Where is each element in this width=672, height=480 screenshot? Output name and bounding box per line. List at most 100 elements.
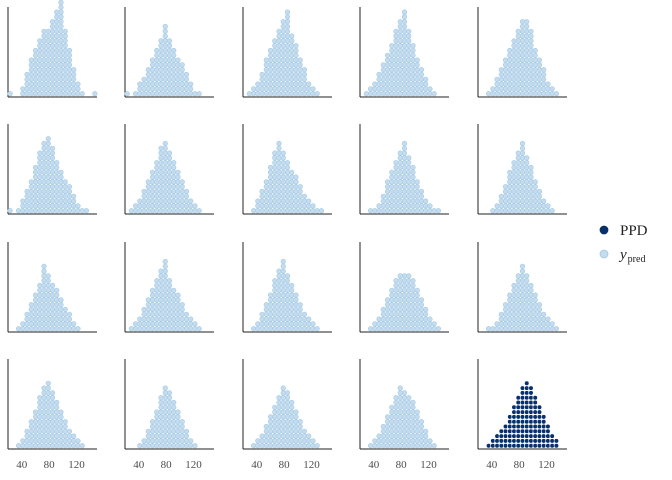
dot [154, 47, 160, 54]
dot [515, 71, 521, 78]
dot [54, 316, 60, 322]
dot [37, 164, 43, 171]
dot [528, 433, 534, 439]
dot [389, 414, 395, 420]
dot [166, 174, 173, 180]
dot [66, 316, 73, 322]
dot [37, 86, 43, 92]
dot [549, 86, 555, 92]
dot [532, 297, 538, 303]
dot [515, 81, 521, 87]
dot [507, 81, 513, 87]
dot [158, 203, 164, 209]
dot [494, 76, 500, 82]
dot [41, 47, 47, 54]
dot [41, 311, 47, 317]
dot [289, 433, 295, 439]
dot [284, 321, 291, 327]
dot [58, 184, 64, 190]
dot [58, 419, 64, 425]
dot [32, 438, 39, 444]
dot [41, 43, 47, 49]
dot [37, 67, 43, 73]
dot [54, 326, 60, 332]
dot [158, 67, 164, 73]
dot [532, 311, 538, 317]
dot [145, 297, 151, 303]
dot [406, 43, 412, 49]
dot [28, 302, 34, 308]
dot [276, 47, 282, 54]
dot [166, 198, 173, 204]
dot [154, 193, 160, 199]
dot [507, 188, 513, 195]
dot [418, 71, 425, 78]
dot [137, 81, 143, 87]
dot [158, 395, 164, 401]
dot [524, 174, 530, 180]
dot [276, 28, 282, 34]
dot [166, 76, 173, 82]
dot [162, 399, 168, 406]
dot [179, 208, 185, 214]
dot [24, 86, 30, 92]
dot [511, 203, 517, 209]
dot [380, 81, 386, 87]
dot [314, 208, 320, 214]
dot [389, 287, 395, 293]
dot [276, 278, 282, 284]
dot [397, 23, 403, 30]
dot [524, 292, 530, 298]
dot [162, 321, 168, 327]
dot [536, 81, 543, 87]
dot [149, 438, 156, 444]
dot [376, 76, 382, 82]
dot [276, 395, 282, 401]
dot [75, 443, 81, 449]
dot [532, 423, 538, 430]
dot [401, 311, 408, 317]
dot [414, 428, 420, 434]
dot [276, 433, 282, 439]
dot [410, 292, 416, 298]
dot [524, 67, 530, 73]
dot [393, 438, 399, 444]
dot [272, 433, 278, 439]
dot [41, 390, 47, 396]
dot [166, 57, 173, 63]
dot [380, 208, 386, 214]
dot [272, 409, 278, 415]
dot [528, 47, 534, 54]
dot [297, 81, 303, 87]
dot [280, 19, 286, 25]
dot [154, 71, 160, 78]
dot [32, 76, 39, 82]
dot [306, 198, 312, 204]
dot [62, 193, 68, 199]
dot [49, 404, 56, 410]
dot [32, 326, 39, 332]
dot [171, 208, 177, 214]
dot [528, 385, 534, 391]
dot [289, 33, 295, 39]
dot [45, 38, 51, 44]
dot [62, 28, 68, 34]
dot [45, 433, 51, 439]
dot [393, 33, 399, 39]
dot [192, 321, 198, 327]
dot [166, 399, 173, 406]
dot [45, 385, 51, 391]
dot [532, 62, 538, 68]
dot [280, 28, 286, 34]
dot [158, 184, 164, 190]
dot [284, 316, 291, 322]
dot [280, 316, 286, 322]
dot [293, 203, 299, 209]
dot [418, 86, 425, 92]
dot [267, 86, 274, 92]
dot [524, 302, 530, 308]
legend-key-ppd [599, 225, 609, 235]
dot [414, 71, 420, 78]
dot [158, 306, 164, 313]
dot [549, 321, 555, 327]
